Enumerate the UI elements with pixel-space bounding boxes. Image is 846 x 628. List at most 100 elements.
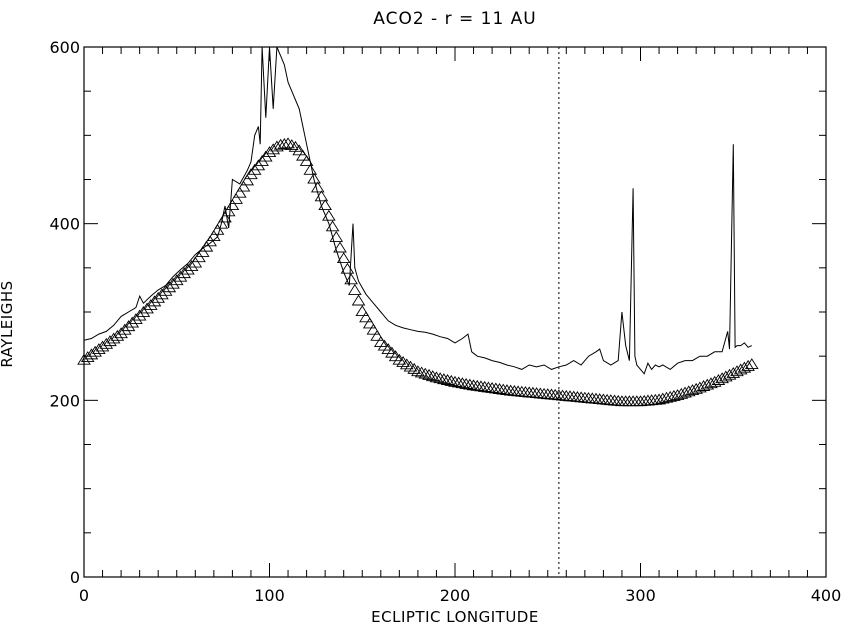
tick-labels: 0 100 200 300 400 0 200 400 600: [49, 38, 841, 605]
model-marker: [329, 230, 344, 242]
x-tick-label: 300: [625, 586, 656, 605]
model-marker: [704, 377, 718, 389]
model-marker: [348, 283, 362, 295]
model-marker: [403, 360, 418, 372]
model-marker: [136, 306, 151, 317]
model-marker: [715, 372, 729, 384]
model-marker: [322, 209, 336, 221]
model-marker: [203, 235, 217, 247]
model-marker: [355, 305, 370, 317]
model-marker: [199, 240, 214, 252]
series-layer: [77, 47, 759, 577]
model-marker: [741, 359, 755, 371]
model-marker: [370, 329, 384, 341]
model-marker: [470, 379, 485, 391]
model-marker: [221, 205, 236, 217]
model-marker: [281, 137, 295, 149]
model-marker: [303, 163, 318, 175]
model-marker: [166, 277, 180, 289]
model-marker: [440, 374, 455, 385]
model-marker: [299, 154, 314, 166]
model-marker: [192, 251, 206, 263]
model-marker: [477, 380, 492, 392]
model-marker: [463, 378, 477, 390]
model-marker: [459, 377, 473, 389]
model-marker: [195, 245, 210, 257]
model-marker: [726, 366, 741, 378]
model-marker: [132, 309, 147, 321]
model-marker: [210, 223, 225, 235]
model-marker: [140, 302, 154, 314]
model-marker: [214, 217, 229, 229]
model-marker: [399, 358, 414, 370]
model-marker: [188, 256, 203, 268]
model-marker: [407, 362, 422, 374]
model-marker: [707, 375, 722, 387]
model-marker: [218, 211, 232, 223]
model-marker: [429, 371, 444, 383]
model-marker: [488, 382, 503, 394]
y-tick-label: 200: [49, 391, 80, 410]
model-marker: [481, 381, 496, 393]
x-tick-label: 0: [79, 586, 89, 605]
model-marker: [147, 295, 162, 307]
model-marker: [106, 332, 121, 344]
model-marker: [162, 281, 177, 293]
model-marker: [169, 274, 184, 286]
model-marker: [103, 335, 117, 347]
model-marker: [474, 380, 488, 392]
model-marker: [88, 345, 102, 357]
model-marker: [351, 294, 366, 306]
model-marker: [318, 199, 332, 211]
model-marker: [292, 144, 306, 156]
model-marker: [236, 180, 251, 192]
model-marker: [296, 149, 310, 161]
model-marker: [425, 370, 440, 382]
model-marker: [181, 263, 195, 275]
series-observed-line: [84, 47, 753, 375]
series-model-markers: [77, 137, 759, 407]
model-marker: [711, 374, 726, 385]
model-marker: [344, 273, 358, 285]
model-marker: [177, 267, 191, 279]
model-marker: [444, 374, 459, 386]
model-marker: [110, 329, 125, 341]
model-marker: [151, 291, 166, 303]
x-tick-label: 400: [811, 586, 842, 605]
model-marker: [262, 146, 277, 158]
model-marker: [80, 351, 95, 362]
model-marker: [744, 358, 759, 370]
model-marker: [233, 186, 247, 198]
model-marker: [422, 368, 436, 380]
model-marker: [336, 252, 351, 264]
y-tick-label: 0: [70, 568, 80, 587]
model-marker: [273, 138, 288, 150]
model-marker: [229, 192, 243, 204]
model-marker: [733, 363, 748, 375]
model-marker: [737, 361, 752, 373]
y-axis-title: RAYLEIGHS: [0, 280, 16, 367]
model-marker: [307, 172, 321, 184]
model-marker: [485, 382, 499, 393]
model-marker: [77, 353, 91, 365]
axis-ticks: [83, 46, 827, 578]
model-marker: [117, 323, 132, 335]
model-marker: [225, 199, 240, 211]
model-marker: [207, 230, 221, 241]
x-tick-label: 100: [254, 586, 285, 605]
y-tick-label: 400: [49, 215, 80, 234]
model-marker: [95, 340, 110, 352]
model-marker: [433, 372, 447, 384]
plot-frame: [83, 46, 827, 578]
model-marker: [129, 313, 143, 324]
model-marker: [158, 284, 173, 296]
model-marker: [314, 190, 329, 202]
model-marker: [396, 356, 410, 367]
model-marker: [492, 383, 507, 394]
model-marker: [125, 316, 140, 328]
model-marker: [414, 366, 429, 378]
model-marker: [310, 181, 325, 193]
model-marker: [284, 139, 299, 150]
model-marker: [325, 220, 340, 232]
